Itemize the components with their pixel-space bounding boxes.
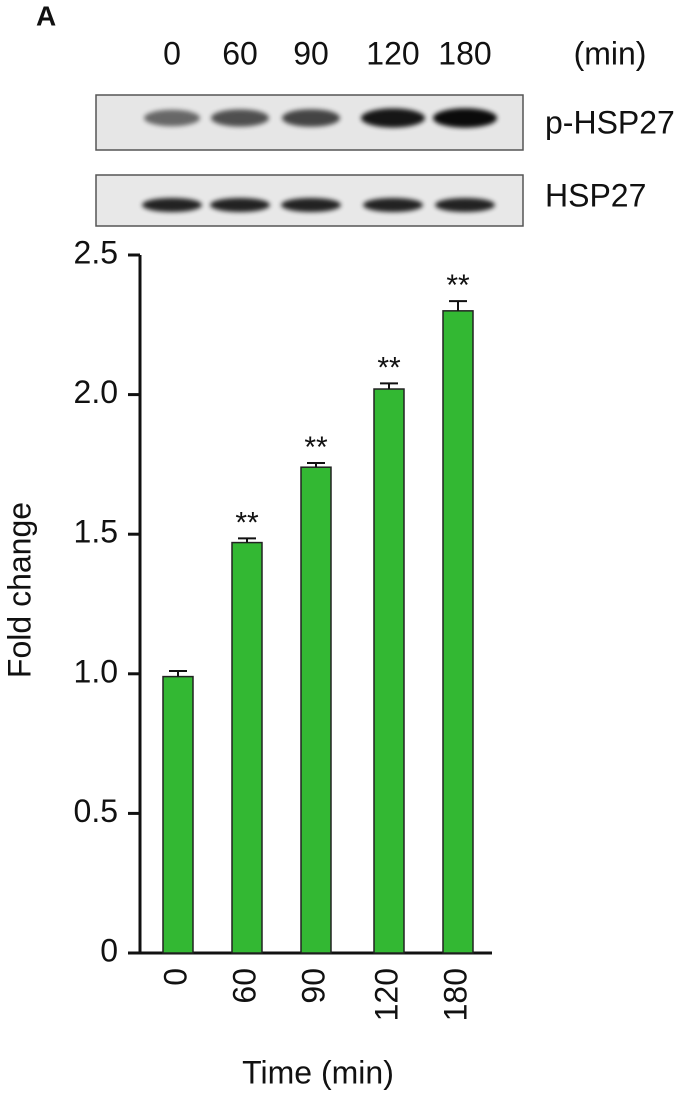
x-tick-label: 120 xyxy=(368,968,404,1021)
bar xyxy=(300,466,332,954)
error-bar xyxy=(380,382,398,390)
bar xyxy=(442,310,474,954)
y-tick-label: 1.5 xyxy=(74,514,118,550)
y-tick-label: 0 xyxy=(100,932,118,968)
bar xyxy=(373,388,405,954)
bar xyxy=(231,541,263,954)
blot-band xyxy=(142,198,202,212)
panel-label: A xyxy=(36,0,56,31)
error-bar xyxy=(307,462,325,468)
error-bar xyxy=(449,300,467,311)
lane-label: 120 xyxy=(366,35,419,71)
bar xyxy=(162,675,194,954)
y-axis-title: Fold change xyxy=(1,502,37,678)
x-tick-label: 0 xyxy=(157,968,193,986)
error-bar xyxy=(238,537,256,543)
blot-band xyxy=(211,109,269,127)
significance-label: ** xyxy=(235,506,259,539)
blot-row-label: p-HSP27 xyxy=(545,104,675,140)
blot-band xyxy=(210,198,270,212)
lane-label: 0 xyxy=(163,35,181,71)
y-tick-label: 1.0 xyxy=(74,653,118,689)
significance-label: ** xyxy=(377,351,401,384)
blot-band xyxy=(435,198,495,212)
lane-label: 90 xyxy=(293,35,329,71)
blot-band xyxy=(363,198,423,212)
y-tick-label: 0.5 xyxy=(74,793,118,829)
blot-band xyxy=(361,108,425,128)
blot-band xyxy=(433,108,497,128)
significance-label: ** xyxy=(446,269,470,302)
blot-unit: (min) xyxy=(574,35,647,71)
y-tick-label: 2.0 xyxy=(74,374,118,410)
blot-band xyxy=(281,198,341,212)
lane-label: 180 xyxy=(438,35,491,71)
blot-band xyxy=(282,109,340,127)
blot-row-label: HSP27 xyxy=(545,177,646,213)
x-tick-label: 60 xyxy=(226,968,262,1004)
x-tick-label: 90 xyxy=(295,968,331,1004)
lane-label: 60 xyxy=(222,35,258,71)
y-tick-label: 2.5 xyxy=(74,234,118,270)
blot-band xyxy=(144,109,200,127)
x-axis-title: Time (min) xyxy=(242,1054,394,1090)
x-tick-label: 180 xyxy=(437,968,473,1021)
error-bar xyxy=(169,670,187,677)
significance-label: ** xyxy=(304,431,328,464)
